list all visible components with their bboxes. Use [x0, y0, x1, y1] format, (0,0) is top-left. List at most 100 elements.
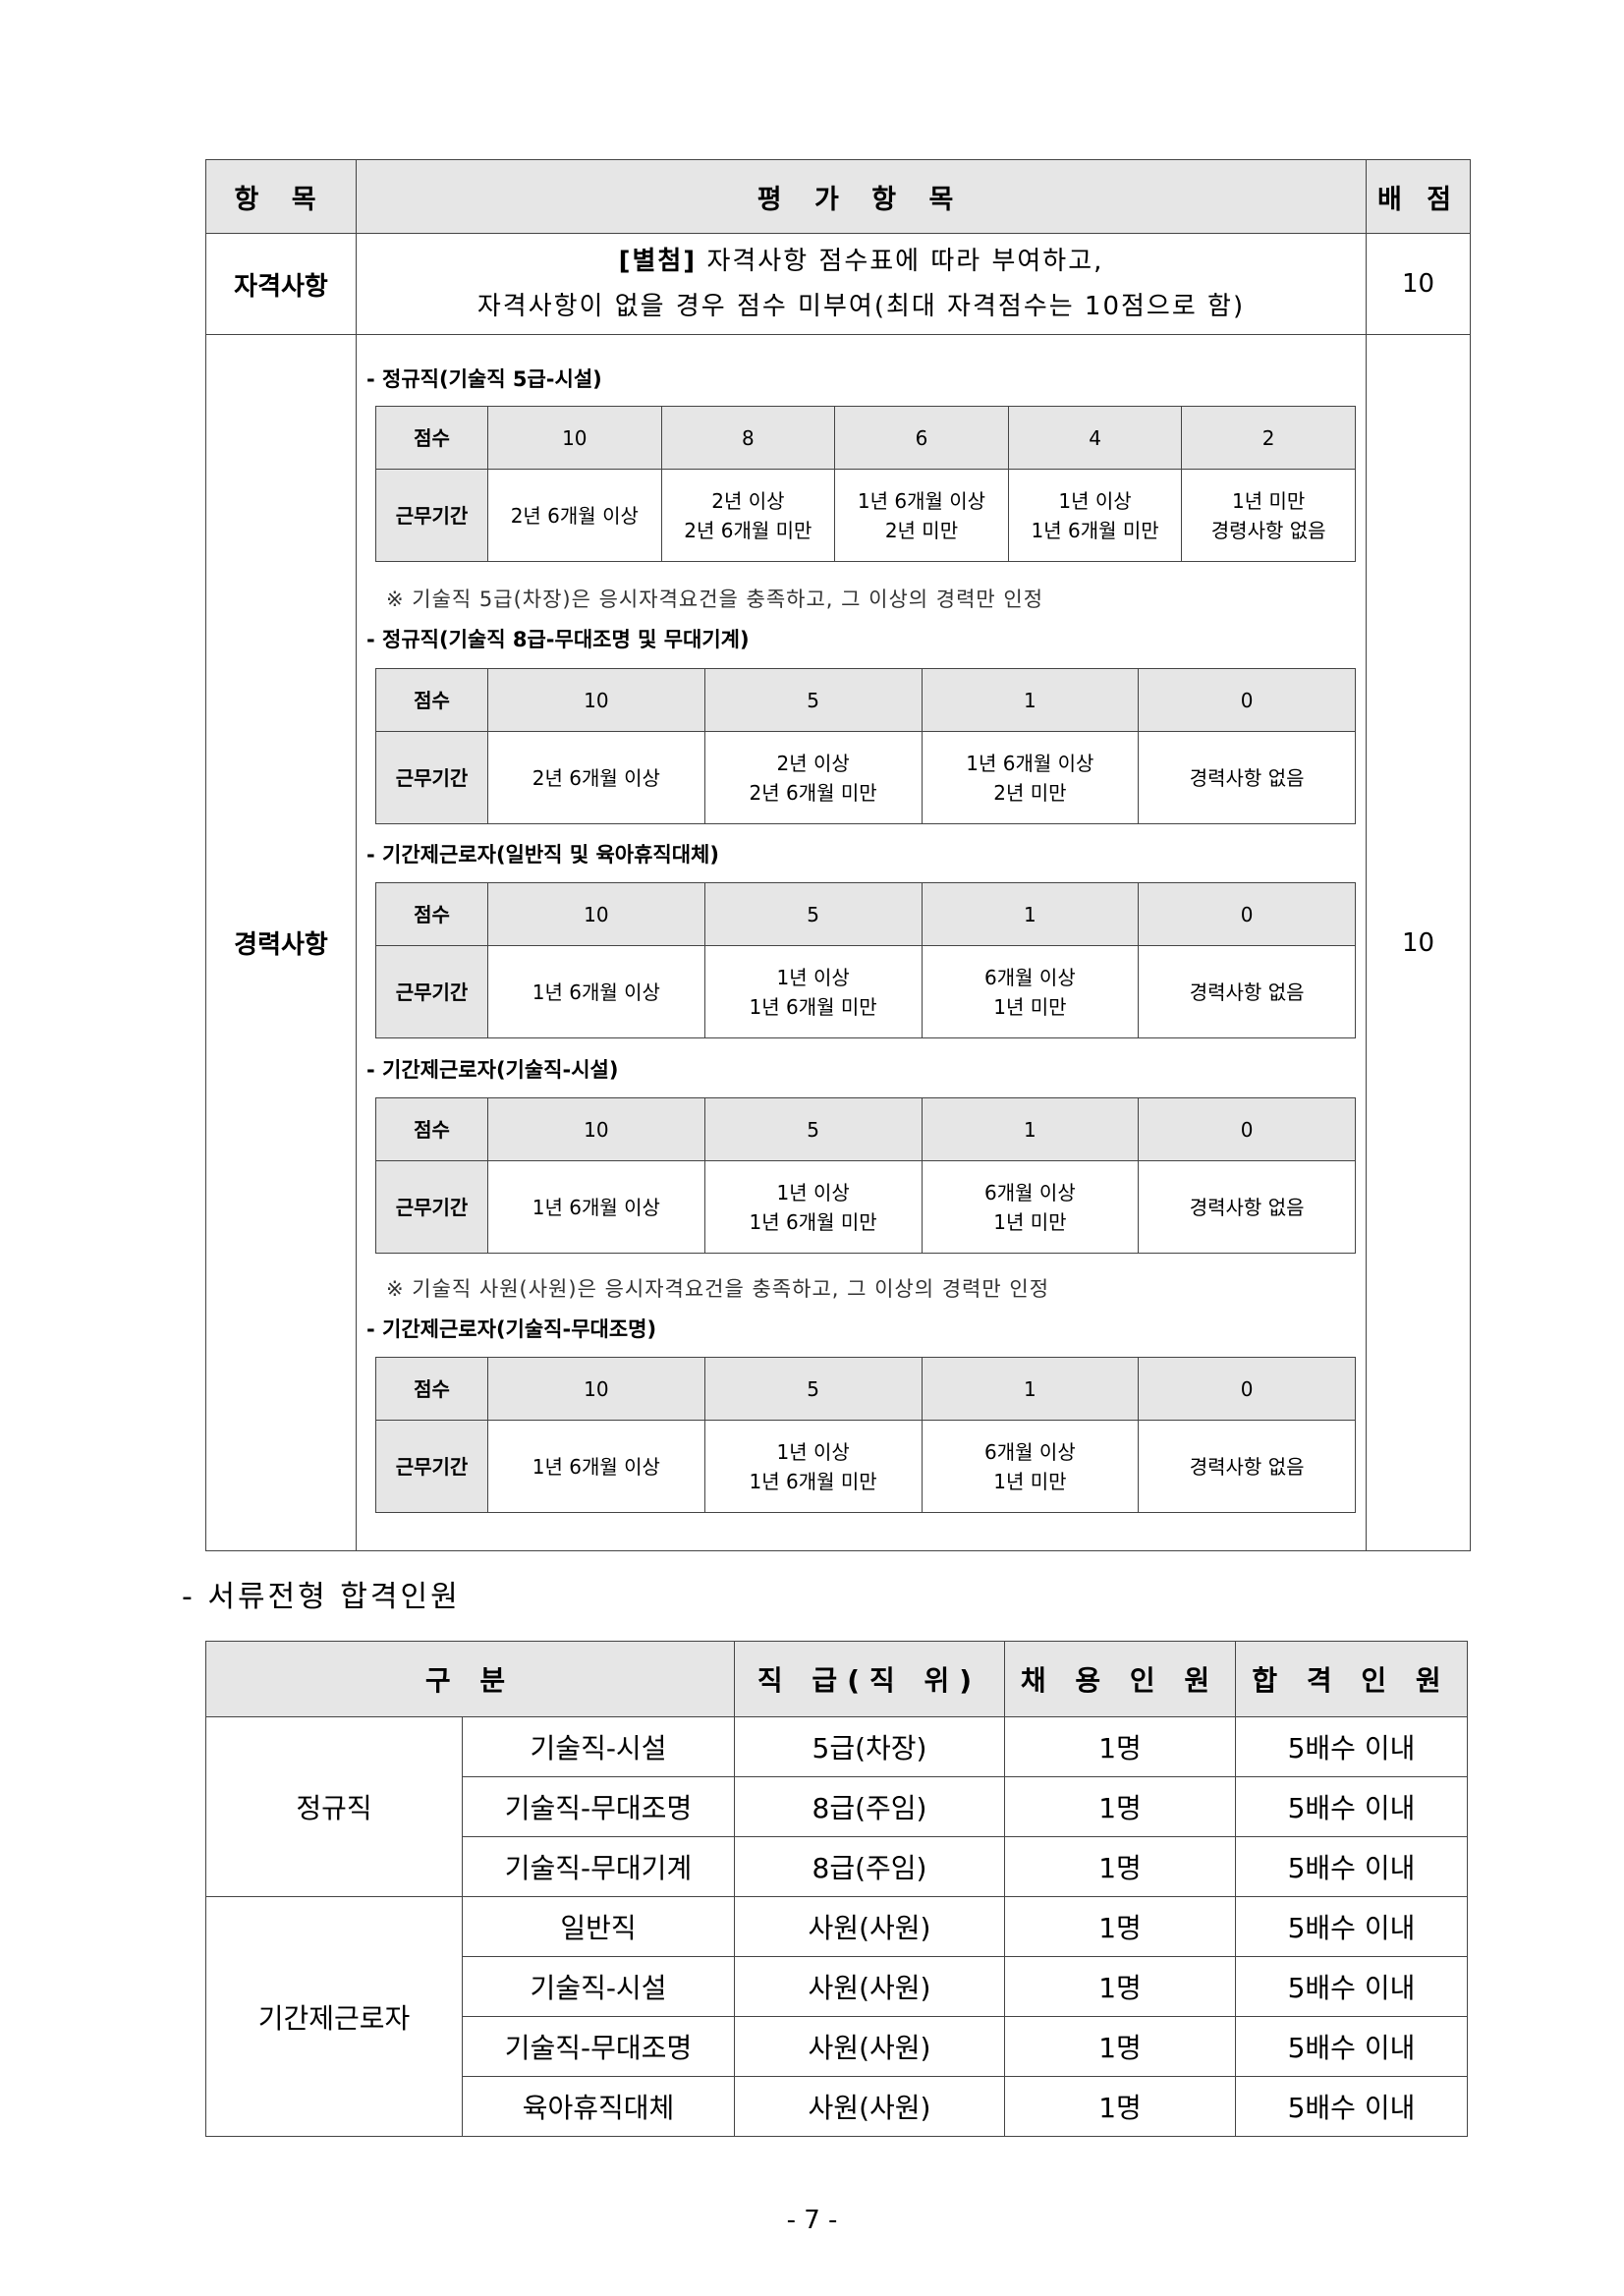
career-score-table: 점수 10 8 6 4 2 근무기간 2년 6개월 이상 2년 이상 2년 6개월 미만 1년 6개…	[375, 406, 1356, 562]
period-value: 6개월 이상 1년 미만	[921, 1420, 1140, 1513]
score-value: 0	[1138, 1357, 1356, 1421]
pass-row: 육아휴직대체 사원(사원) 1명 5배수 이내	[206, 2076, 1468, 2137]
period-line: 1년 미만	[993, 1469, 1067, 1493]
period-line: 경력사항 없음	[1189, 765, 1305, 790]
score-label: 점수	[375, 1357, 488, 1421]
pass-cell: 1명	[1004, 1776, 1236, 1837]
career-score-table: 점수 10 5 1 0 근무기간 2년 6개월 이상 2년 이상 2년 6개월 미만 1년 6개월…	[375, 668, 1356, 824]
period-line: 1년 미만	[993, 1209, 1067, 1234]
pass-cell: 5배수 이내	[1235, 1776, 1468, 1837]
score-value: 4	[1007, 406, 1183, 470]
period-line: 1년 6개월 미만	[749, 1209, 877, 1234]
score-label: 점수	[375, 668, 488, 732]
pass-cell: 5배수 이내	[1235, 1956, 1468, 2017]
pass-cell: 1명	[1004, 1956, 1236, 2017]
period-label: 근무기간	[375, 945, 488, 1038]
period-value: 1년 이상 1년 6개월 미만	[703, 1420, 923, 1513]
period-line: 2년 미만	[993, 780, 1067, 805]
period-line: 2년 이상	[711, 488, 785, 513]
period-line: 2년 6개월 미만	[749, 780, 877, 805]
career-note: ※ 기술직 5급(차장)은 응시자격요건을 충족하고, 그 이상의 경력만 인정	[386, 588, 1044, 611]
period-label: 근무기간	[375, 469, 488, 562]
score-value: 1	[921, 1357, 1140, 1421]
period-value: 경력사항 없음	[1138, 731, 1356, 824]
period-value: 6개월 이상 1년 미만	[921, 945, 1140, 1038]
qualification-points: 10	[1366, 233, 1471, 335]
score-value: 1	[921, 882, 1140, 946]
desc-line-2: 자격사항이 없을 경우 점수 미부여(최대 자격점수는 10점으로 함)	[476, 292, 1246, 321]
pass-cell: 기술직-무대조명	[462, 1776, 735, 1837]
career-label: 경력사항	[205, 334, 357, 1551]
pass-cell: 사원(사원)	[734, 2016, 1005, 2077]
pass-cell: 1명	[1004, 2016, 1236, 2077]
score-label: 점수	[375, 882, 488, 946]
period-line: 경력사항 없음	[1189, 1454, 1305, 1479]
period-line: 2년 이상	[776, 751, 850, 775]
period-value: 1년 미만 경령사항 없음	[1181, 469, 1356, 562]
period-label: 근무기간	[375, 731, 488, 824]
pass-row: 정규직 기술직-시설 5급(차장) 1명 5배수 이내	[205, 1716, 1468, 1897]
period-line: 2년 미만	[884, 518, 959, 542]
qualification-label: 자격사항	[205, 233, 357, 335]
career-row: 경력사항 - 정규직(기술직 5급-시설) 점수 10 8 6 4 2 근무기간 2년 6개월 …	[205, 334, 1471, 1551]
score-value: 10	[487, 1097, 705, 1161]
period-value: 경력사항 없음	[1138, 1420, 1356, 1513]
section-title: - 서류전형 합격인원	[182, 1580, 461, 1614]
period-label: 근무기간	[375, 1420, 488, 1513]
pass-header-cell: 합 격 인 원	[1235, 1641, 1468, 1717]
period-row: 근무기간 1년 6개월 이상 1년 이상 1년 6개월 미만 6개월 이상 1년 미만 경력…	[375, 1160, 1356, 1254]
pass-row: 기술직-무대기계 8급(주임) 1명 5배수 이내	[206, 1836, 1468, 1897]
period-value: 1년 6개월 이상	[487, 1420, 705, 1513]
period-line: 1년 이상	[1058, 488, 1132, 513]
period-line: 1년 6개월 이상	[966, 751, 1094, 775]
pass-cell: 1명	[1004, 2076, 1236, 2137]
career-block-title: - 기간제근로자(기술직-시설)	[366, 1058, 619, 1082]
period-line: 1년 미만	[1232, 488, 1306, 513]
pass-group-label: 기간제근로자	[205, 1896, 463, 2137]
career-block-title: - 정규직(기술직 5급-시설)	[366, 367, 602, 391]
score-row: 점수 10 5 1 0	[375, 668, 1356, 732]
career-score-table: 점수 10 5 1 0 근무기간 1년 6개월 이상 1년 이상 1년 6개월 미만 6개월 이상…	[375, 1357, 1356, 1513]
pass-cell: 8급(주임)	[734, 1836, 1005, 1897]
qualification-description: [별첨] 자격사항 점수표에 따라 부여하고, 자격사항이 없을 경우 점수 미…	[356, 233, 1367, 335]
pass-cell: 기술직-무대조명	[462, 2016, 735, 2077]
pass-cell: 8급(주임)	[734, 1776, 1005, 1837]
score-value: 5	[703, 1357, 923, 1421]
pass-cell: 사원(사원)	[734, 1956, 1005, 2017]
evaluation-header-row: 항 목 평 가 항 목 배 점	[205, 159, 1471, 234]
period-value: 1년 6개월 이상 2년 미만	[921, 731, 1140, 824]
pass-header-cell: 채 용 인 원	[1004, 1641, 1236, 1717]
period-line: 6개월 이상	[984, 1180, 1076, 1204]
period-line: 1년 6개월 이상	[532, 980, 660, 1004]
score-value: 1	[921, 668, 1140, 732]
period-line: 경력사항 없음	[1189, 1195, 1305, 1219]
page-number: - 7 -	[786, 2206, 838, 2235]
pass-cell: 기술직-시설	[462, 1956, 735, 2017]
career-details: - 정규직(기술직 5급-시설) 점수 10 8 6 4 2 근무기간 2년 6개월 이상 2년 …	[356, 334, 1367, 1551]
header-eval: 평 가 항 목	[356, 159, 1367, 234]
pass-cell: 5배수 이내	[1235, 1716, 1468, 1777]
period-line: 경력사항 없음	[1189, 980, 1305, 1004]
pass-cell: 사원(사원)	[734, 1896, 1005, 1957]
score-value: 1	[921, 1097, 1140, 1161]
score-value: 10	[487, 1357, 705, 1421]
pass-cell: 1명	[1004, 1836, 1236, 1897]
period-line: 1년 이상	[776, 1439, 850, 1464]
career-block-title: - 정규직(기술직 8급-무대조명 및 무대기계)	[366, 628, 750, 651]
score-value: 6	[834, 406, 1009, 470]
period-label: 근무기간	[375, 1160, 488, 1254]
pass-cell: 기술직-시설	[462, 1716, 735, 1777]
career-block-title: - 기간제근로자(일반직 및 육아휴직대체)	[366, 843, 719, 867]
period-row: 근무기간 2년 6개월 이상 2년 이상 2년 6개월 미만 1년 6개월 이상 2년 미…	[375, 731, 1356, 824]
pass-cell: 기술직-무대기계	[462, 1836, 735, 1897]
period-value: 2년 6개월 이상	[487, 469, 662, 562]
period-row: 근무기간 1년 6개월 이상 1년 이상 1년 6개월 미만 6개월 이상 1년 미만 경력…	[375, 1420, 1356, 1513]
pass-row: 기술직-무대조명 사원(사원) 1명 5배수 이내	[206, 2016, 1468, 2077]
score-value: 10	[487, 406, 662, 470]
period-value: 1년 이상 1년 6개월 미만	[703, 1160, 923, 1254]
pass-cell: 일반직	[462, 1896, 735, 1957]
pass-group-label: 정규직	[205, 1716, 463, 1897]
score-row: 점수 10 8 6 4 2	[375, 406, 1356, 470]
